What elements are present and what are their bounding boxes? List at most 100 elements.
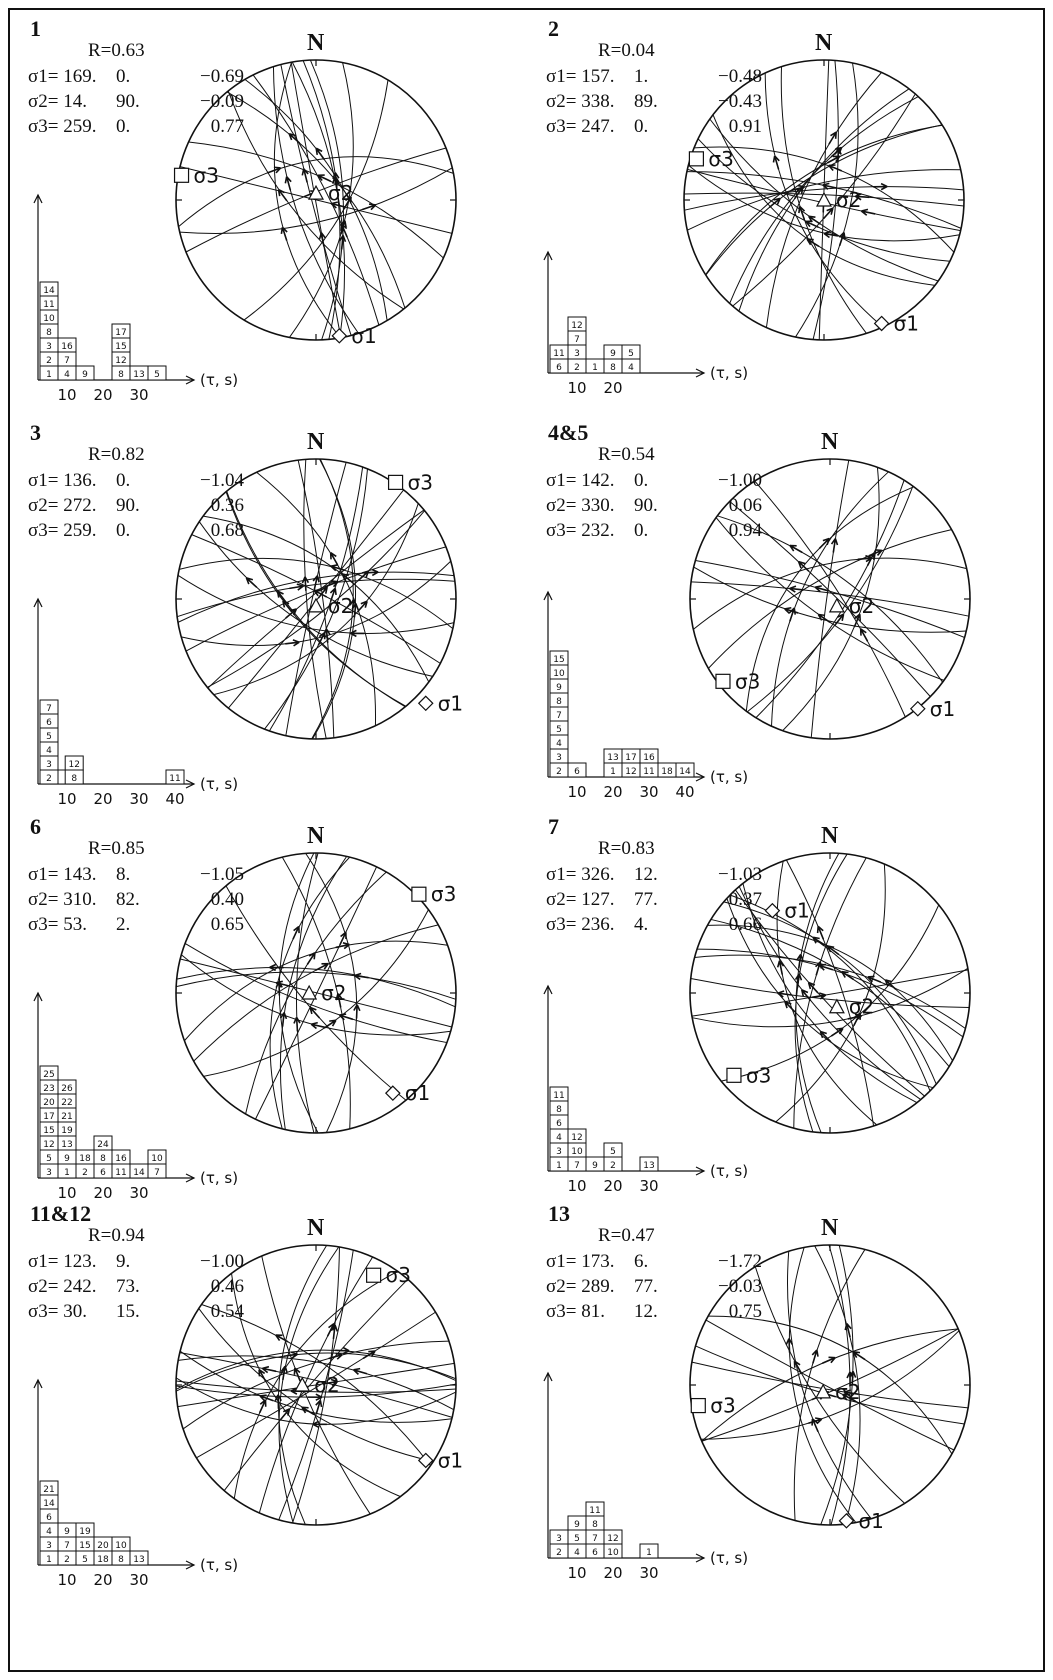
- histogram-cell-label: 8: [610, 363, 616, 373]
- x-axis-arrow: [185, 375, 196, 385]
- histogram-cell-label: 10: [151, 1154, 163, 1164]
- stress-azimuth: σ2= 14.: [28, 91, 87, 112]
- histogram-cell-label: 9: [556, 683, 562, 693]
- fault-plane-arc: [196, 1311, 436, 1459]
- stress-magnitude: −1.03: [718, 864, 762, 885]
- x-tick-label: 10: [57, 1184, 76, 1202]
- stress-plunge: 12.: [634, 864, 658, 885]
- histogram-cell-label: 1: [592, 363, 598, 373]
- sigma2-marker: [815, 191, 833, 207]
- fault-plane-arc: [771, 471, 889, 727]
- slip-arrow: [323, 1019, 337, 1029]
- histogram-cell-label: 19: [79, 1527, 91, 1537]
- x-axis-arrow: [695, 368, 706, 378]
- fault-plane-arc: [281, 856, 351, 1129]
- fault-plane-arc: [691, 581, 970, 617]
- slip-arrow: [269, 963, 284, 972]
- fault-plane-arc: [810, 460, 850, 738]
- stress-azimuth: σ3= 259.: [28, 520, 97, 541]
- fault-plane-arc: [754, 480, 906, 718]
- slip-arrow: [798, 205, 806, 220]
- y-axis-arrow: [543, 590, 553, 601]
- histogram-cell: [549, 1086, 569, 1102]
- stress-azimuth: σ3= 30.: [28, 1301, 87, 1322]
- fault-plane-arc: [775, 863, 886, 1123]
- sigma1-label: σ1: [351, 324, 376, 348]
- shape-ratio: R=0.04: [598, 40, 655, 61]
- y-axis-arrow: [543, 1371, 553, 1382]
- slip-arrow: [275, 981, 283, 996]
- y-axis-arrow: [543, 984, 553, 995]
- y-axis-arrow: [33, 193, 43, 204]
- histogram-cell-label: 6: [100, 1168, 106, 1178]
- panel-11-12: 11&12 R=0.94 σ1= 123. 9. −1.00 σ2= 242. 73. 0.4…: [10, 1195, 528, 1589]
- histogram-cell-label: 1: [610, 767, 616, 777]
- fault-plane-arc: [201, 1304, 431, 1466]
- histogram-cell-label: 2: [556, 767, 562, 777]
- stress-plunge: 0.: [116, 520, 131, 541]
- fault-plane-arc: [701, 1328, 959, 1442]
- stereonet: σ1 σ2 σ3: [175, 1244, 463, 1526]
- slip-arrow: [841, 970, 854, 981]
- x-tick-label: 10: [57, 1571, 76, 1589]
- sigma3-marker: [688, 151, 705, 167]
- stress-plunge: 0.: [634, 520, 649, 541]
- slip-arrow: [848, 1370, 857, 1386]
- histogram-cell-label: 3: [556, 753, 562, 763]
- slip-arrow: [777, 990, 792, 998]
- sigma1-marker: [873, 315, 890, 332]
- fault-plane-arc: [179, 166, 453, 234]
- histogram-cell: [39, 1480, 59, 1496]
- slip-arrow: [853, 1012, 862, 1026]
- stress-magnitude: 0.77: [210, 116, 244, 137]
- stress-plunge: 2.: [116, 914, 131, 935]
- histogram-cell-label: 12: [68, 760, 79, 770]
- x-axis-arrow: [185, 1173, 196, 1183]
- fault-plane-arc: [273, 61, 341, 339]
- stress-azimuth: σ2= 310.: [28, 889, 97, 910]
- slip-arrow: [828, 164, 842, 172]
- slip-arrow: [818, 537, 831, 549]
- sigma3-label: σ3: [746, 1063, 771, 1087]
- slip-arrow: [834, 148, 842, 163]
- x-tick-label: 10: [567, 783, 586, 801]
- sigma2-label: σ2: [849, 995, 874, 1019]
- histogram-cell-label: 7: [556, 711, 562, 721]
- fault-plane-arc: [793, 1249, 866, 1521]
- x-tick-label: 20: [603, 783, 622, 801]
- slip-arrow: [329, 551, 339, 566]
- fault-plane-arc: [708, 1315, 953, 1455]
- fault-plane-arc: [738, 886, 922, 1100]
- fault-plane-arc: [712, 114, 936, 286]
- slip-arrow: [822, 1356, 836, 1364]
- slip-arrow: [815, 961, 823, 976]
- fault-plane-arc: [303, 459, 327, 739]
- stress-azimuth: σ1= 142.: [546, 470, 615, 491]
- fault-plane-arc: [782, 467, 880, 732]
- histogram-cell-label: 5: [574, 1534, 580, 1544]
- sigma3-label: σ3: [431, 882, 456, 906]
- histogram-cell-label: 10: [607, 1548, 619, 1558]
- histogram-cell: [39, 281, 59, 297]
- x-tick-label: 10: [567, 1564, 586, 1582]
- histogram-cell: [675, 762, 695, 778]
- slip-arrow: [811, 1349, 819, 1364]
- histogram-cell: [165, 769, 185, 785]
- slip-arrow: [884, 979, 897, 990]
- stress-plunge: 12.: [634, 1301, 658, 1322]
- histogram-cell-label: 9: [574, 1520, 580, 1530]
- stress-plunge: 82.: [116, 889, 140, 910]
- fault-plane-arc: [695, 559, 965, 638]
- stress-plunge: 90.: [116, 91, 140, 112]
- fault-plane-arc: [708, 529, 952, 669]
- x-tick-label: 20: [603, 379, 622, 397]
- x-axis-label: (τ, s): [200, 371, 238, 389]
- fault-plane-arc: [207, 509, 425, 689]
- sigma1-label: σ1: [858, 1509, 883, 1533]
- slip-arrow: [340, 223, 348, 238]
- histogram-cell-label: 11: [553, 1091, 564, 1101]
- histogram: 23456718121110203040(τ, s): [33, 597, 238, 808]
- slip-arrow: [853, 613, 861, 628]
- histogram-cell-label: 11: [643, 767, 654, 777]
